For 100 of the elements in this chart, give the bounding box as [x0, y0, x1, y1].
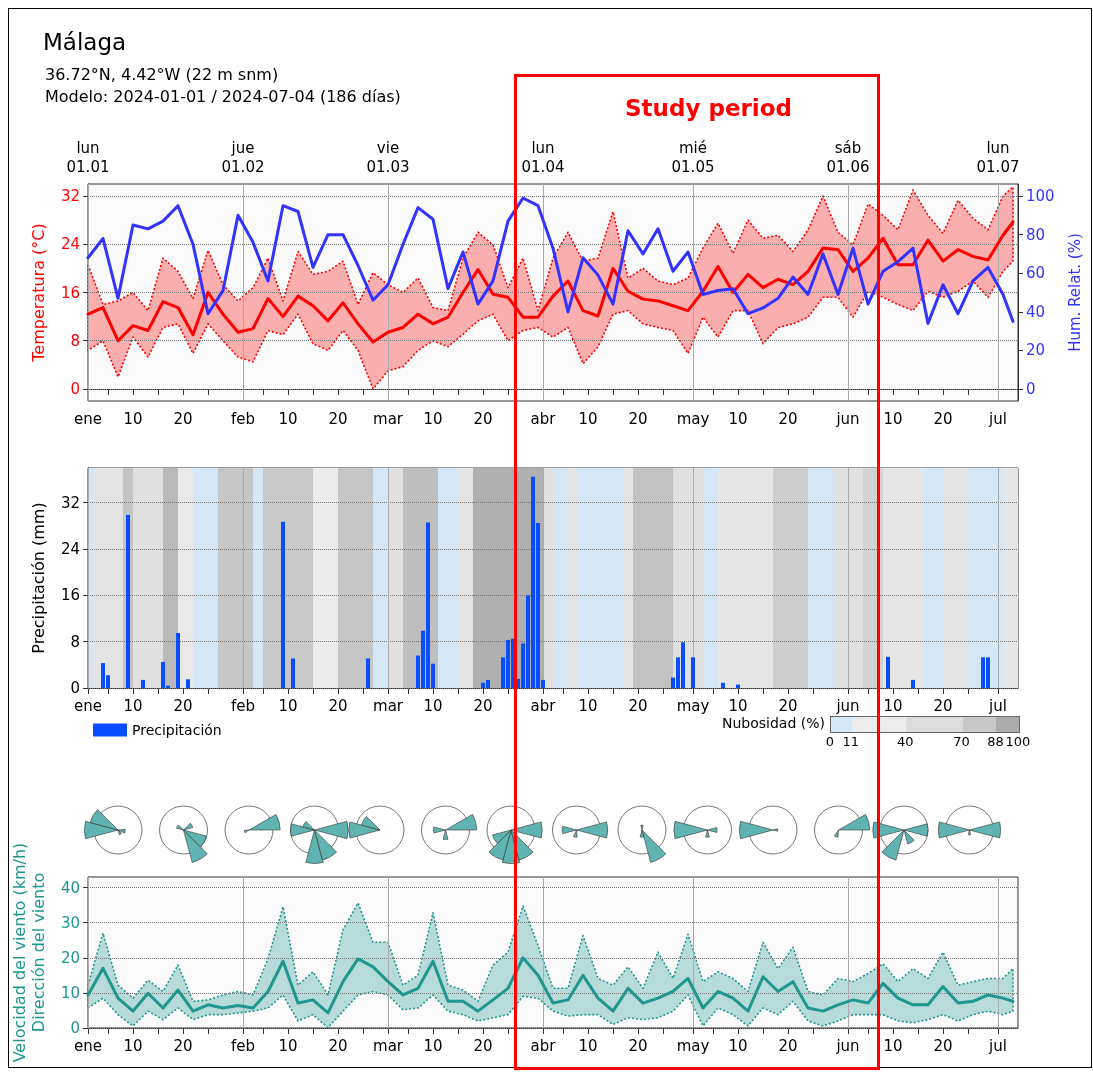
- x-tick-label: jun: [835, 696, 860, 715]
- bar: [176, 633, 180, 688]
- x-tick-label: 10: [123, 1036, 143, 1055]
- x-tick-label: 20: [473, 1036, 493, 1055]
- x2-tick-label: vie 01.03: [366, 138, 410, 176]
- x-tick-label: 20: [933, 1036, 953, 1055]
- x-tick-label: 20: [778, 696, 798, 715]
- y-tick-label: 40: [60, 878, 80, 897]
- text: Study period: [566, 85, 851, 131]
- y-tick-label: 30: [60, 913, 80, 932]
- x-tick-label: 20: [778, 409, 798, 428]
- line-series: [86, 196, 1015, 325]
- x-tick-label: mar: [373, 696, 404, 715]
- x-tick-label: 20: [328, 696, 348, 715]
- x-tick-label: 10: [423, 696, 443, 715]
- color-bar-title: Nubosidad (%): [721, 715, 825, 731]
- x2-tick-label: lun 01.04: [521, 138, 565, 176]
- x-tick-label: 10: [728, 1036, 748, 1055]
- bar: [911, 679, 915, 688]
- legend-label: Precipitación: [132, 722, 222, 738]
- x-tick-label: may: [676, 696, 710, 715]
- y-tick-label: 16: [60, 283, 80, 302]
- x-tick-label: may: [676, 409, 710, 428]
- x-tick-label: 10: [278, 409, 298, 428]
- x2-tick-label: lun 01.01: [66, 138, 110, 176]
- y2-tick-label: 40: [1026, 302, 1046, 321]
- x-tick-label: abr: [530, 409, 557, 428]
- bar: [141, 679, 145, 688]
- x-tick-label: 10: [423, 1036, 443, 1055]
- x-tick-label: 10: [578, 696, 598, 715]
- x-tick-label: 10: [883, 696, 903, 715]
- x-tick-label: 10: [123, 696, 143, 715]
- y-tick-label: 20: [60, 948, 80, 967]
- x2-tick-label: mié 01.05: [671, 138, 715, 176]
- x-tick-label: 20: [473, 409, 493, 428]
- y2-axis-title: Hum. Relat. (%): [1066, 233, 1085, 352]
- bar: [291, 658, 295, 688]
- x2-tick-label: jue 01.02: [221, 138, 265, 176]
- x-tick-label: 10: [278, 696, 298, 715]
- x-tick-label: 20: [933, 409, 953, 428]
- x-tick-label: ene: [74, 409, 102, 428]
- y2-tick-label: 100: [1026, 187, 1055, 206]
- x-tick-label: 10: [578, 1036, 598, 1055]
- x-tick-label: jul: [988, 1036, 1007, 1055]
- x-tick-label: jun: [835, 1036, 860, 1055]
- x-tick-label: 10: [883, 1036, 903, 1055]
- y-tick-label: 16: [60, 586, 80, 605]
- chart-subtitle: 36.72°N, 4.42°W (22 m snm) Modelo: 2024-01-01 / 2024-07-04 (186 días): [45, 64, 401, 108]
- x-tick-label: mar: [373, 409, 404, 428]
- y-tick-label: 0: [70, 1019, 80, 1037]
- y2-tick-label: 20: [1026, 341, 1046, 360]
- bar: [721, 682, 725, 688]
- bar: [886, 656, 890, 688]
- x-tick-label: abr: [530, 696, 557, 715]
- x-tick-label: may: [676, 1036, 710, 1055]
- x-tick-label: 20: [628, 696, 648, 715]
- line-series: [86, 956, 1015, 1015]
- x-tick-label: mar: [373, 1036, 404, 1055]
- bar: [186, 679, 190, 688]
- color-bar-label: 40: [895, 734, 915, 749]
- x-tick-label: 10: [278, 1036, 298, 1055]
- y-tick-label: 24: [60, 235, 80, 254]
- y-tick-label: 32: [60, 187, 80, 206]
- x-tick-label: 20: [173, 409, 193, 428]
- color-bar-label: 70: [952, 734, 971, 749]
- x-tick-label: 20: [628, 409, 648, 428]
- x-tick-label: 20: [173, 1036, 193, 1055]
- y-axis-title: Velocidad del viento (km/h) Dirección del viento: [10, 842, 48, 1063]
- x-tick-label: 20: [778, 1036, 798, 1055]
- x-tick-label: abr: [530, 1036, 557, 1055]
- y-axis-title: Temperatura (°C): [29, 223, 48, 363]
- y-tick-label: 10: [60, 983, 80, 1002]
- bar: [366, 658, 370, 688]
- y-tick-label: 0: [70, 379, 80, 398]
- y-tick-label: 24: [60, 540, 80, 559]
- x-tick-label: 10: [883, 409, 903, 428]
- color-bar-label: 11: [842, 734, 859, 749]
- y-tick-label: 8: [70, 632, 80, 651]
- x-tick-label: 20: [933, 696, 953, 715]
- y2-tick-label: 60: [1026, 264, 1046, 283]
- x-tick-label: jul: [988, 409, 1007, 428]
- y-tick-label: 32: [60, 493, 80, 512]
- x-tick-label: ene: [74, 1036, 102, 1055]
- y-tick-label: 8: [70, 331, 80, 350]
- x-tick-label: 20: [328, 1036, 348, 1055]
- color-bar-label: 0: [825, 734, 835, 749]
- x-tick-label: 10: [728, 696, 748, 715]
- chart-title: Málaga: [43, 29, 127, 55]
- color-bar-label: 88: [987, 734, 1004, 749]
- x-tick-label: 20: [328, 409, 348, 428]
- x-tick-label: 10: [123, 409, 143, 428]
- y-axis-title: Precipitación (mm): [29, 502, 48, 654]
- x-tick-label: jul: [988, 696, 1007, 715]
- x-tick-label: feb: [230, 409, 256, 428]
- line-series: [86, 220, 1015, 344]
- x-tick-label: 10: [728, 409, 748, 428]
- x-tick-label: ene: [74, 696, 102, 715]
- y2-tick-label: 80: [1026, 225, 1046, 244]
- x2-tick-label: lun 01.07: [976, 138, 1020, 176]
- x-tick-label: jun: [835, 409, 860, 428]
